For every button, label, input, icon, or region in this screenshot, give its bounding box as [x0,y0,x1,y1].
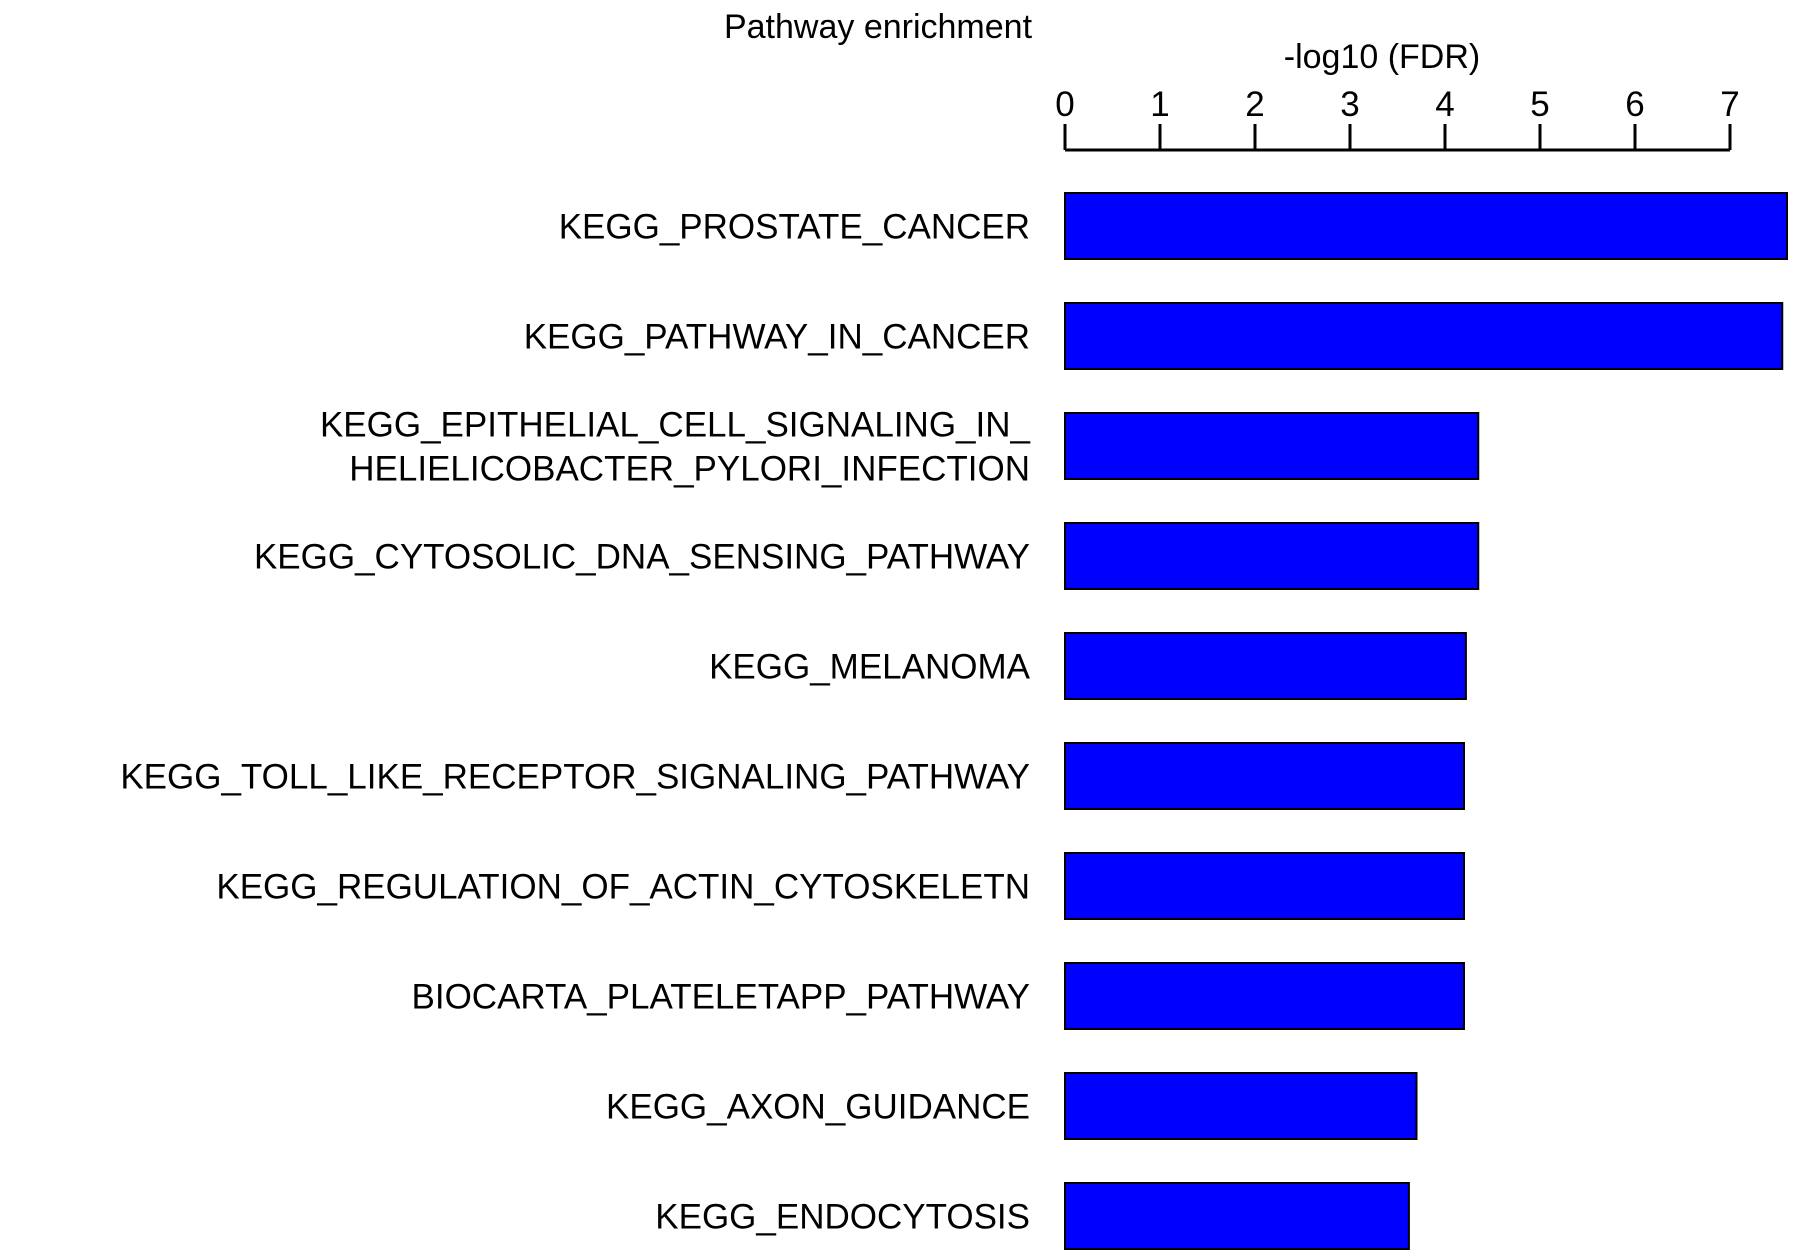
bar [1064,302,1784,370]
x-tick-label: 6 [1625,85,1644,124]
category-label: KEGG_MELANOMA [709,648,1031,687]
category-label: KEGG_REGULATION_OF_ACTIN_CYTOSKELETN [216,868,1030,907]
bar [1064,742,1465,810]
category-label: KEGG_AXON_GUIDANCE [606,1088,1030,1127]
x-tick-label: 3 [1340,85,1359,124]
x-tick-label: 5 [1530,85,1549,124]
bars [1064,192,1788,1250]
x-axis: 0 1 2 3 4 5 6 7 [1055,85,1740,152]
bar [1064,632,1467,700]
category-label: BIOCARTA_PLATELETAPP_PATHWAY [412,978,1031,1017]
category-label: KEGG_EPITHELIAL_CELL_SIGNALING_IN_ HELIEL… [320,406,1031,489]
bar [1064,412,1480,480]
category-label: KEGG_ENDOCYTOSIS [655,1198,1030,1237]
x-tick-label: 2 [1245,85,1264,124]
bar [1064,192,1788,260]
category-label: KEGG_PROSTATE_CANCER [559,208,1030,247]
category-labels: KEGG_PROSTATE_CANCER KEGG_PATHWAY_IN_CANC… [120,208,1030,1237]
category-label: KEGG_CYTOSOLIC_DNA_SENSING_PATHWAY [254,538,1030,577]
category-label: KEGG_PATHWAY_IN_CANCER [524,318,1030,357]
bar [1064,962,1465,1030]
x-tick-label: 0 [1055,85,1074,124]
x-axis-label: -log10 (FDR) [1284,38,1480,76]
bar [1064,1182,1410,1250]
x-tick-label: 1 [1150,85,1169,124]
bar [1064,522,1480,590]
x-tick-label: 7 [1720,85,1739,124]
chart-title: Pathway enrichment [724,8,1033,46]
category-label: KEGG_TOLL_LIKE_RECEPTOR_SIGNALING_PATHWA… [120,758,1030,797]
bar [1064,1072,1418,1140]
x-tick-label: 4 [1435,85,1454,124]
bar [1064,852,1465,920]
